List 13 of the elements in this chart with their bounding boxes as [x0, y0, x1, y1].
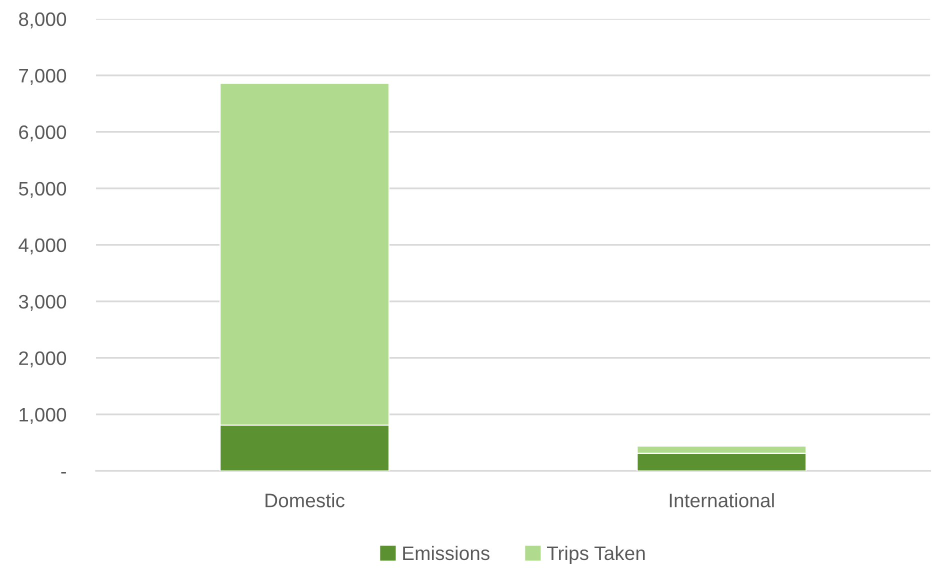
x-tick-label: International: [670, 493, 774, 508]
y-tick-label: 2,000: [19, 351, 66, 368]
legend-label: Trips Taken: [546, 546, 645, 564]
legend-label: Emissions: [403, 546, 490, 560]
y-tick-label: 3,000: [18, 294, 66, 311]
y-tick-label: 4,000: [18, 238, 66, 254]
y-tick-label: 1,000: [20, 408, 66, 424]
y-tick-label: 6,000: [19, 125, 66, 142]
y-tick-label: 7,000: [19, 68, 66, 85]
y-tick-label: 8,000: [19, 12, 66, 28]
y-tick-label: -: [61, 472, 66, 474]
x-tick-label: Domestic: [266, 493, 345, 508]
y-tick-label: 5,000: [18, 182, 66, 198]
